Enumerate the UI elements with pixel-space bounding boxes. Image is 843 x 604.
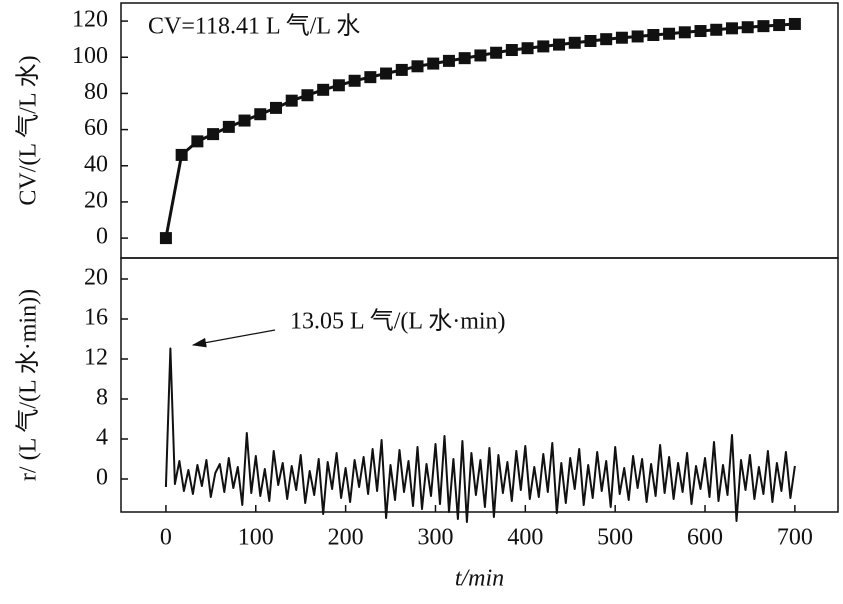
data-marker: [254, 108, 267, 121]
data-marker: [411, 60, 424, 73]
y-tick-label: 8: [96, 385, 108, 411]
x-tick-label: 200: [328, 525, 364, 551]
data-marker: [663, 27, 676, 40]
y-tick-label: 20: [84, 265, 108, 291]
data-marker: [600, 33, 613, 46]
y-tick-label: 12: [84, 345, 108, 371]
data-marker: [584, 34, 597, 47]
data-marker: [505, 44, 518, 57]
y-tick-label: 16: [84, 305, 108, 331]
data-marker: [757, 20, 770, 33]
y-tick-label: 40: [84, 151, 108, 177]
x-tick-label: 0: [160, 525, 172, 551]
data-marker: [710, 23, 723, 36]
data-marker: [301, 89, 314, 102]
data-marker: [725, 22, 738, 35]
data-marker: [678, 26, 691, 39]
data-marker: [694, 25, 707, 38]
data-marker: [364, 71, 377, 84]
data-marker: [773, 19, 786, 32]
y-tick-label: 0: [96, 224, 108, 250]
data-marker: [553, 38, 566, 51]
data-marker: [285, 94, 298, 107]
data-marker: [222, 120, 235, 133]
annotation: 13.05 L 气/(L 水·min): [290, 308, 506, 335]
data-line: [164, 347, 796, 523]
data-marker: [317, 83, 330, 96]
data-marker: [458, 52, 471, 65]
x-tick-label: 300: [417, 525, 453, 551]
data-marker: [741, 21, 754, 34]
annotation-arrow: [191, 329, 276, 348]
data-marker: [631, 30, 644, 43]
data-marker: [647, 29, 660, 42]
y-tick-label: 20: [84, 187, 108, 213]
data-marker: [427, 57, 440, 70]
data-marker: [191, 135, 204, 148]
plot-frame: [120, 257, 839, 513]
data-marker: [474, 49, 487, 62]
y-axis-label: r/ (L 气/(L 水·min)): [15, 289, 42, 481]
data-marker: [159, 232, 172, 245]
annotation: CV=118.41 L 气/L 水: [148, 13, 360, 40]
y-tick-label: 0: [96, 465, 108, 491]
data-marker: [332, 79, 345, 92]
data-marker: [238, 114, 251, 127]
x-tick-label: 500: [597, 525, 633, 551]
data-marker: [395, 63, 408, 76]
x-axis-label: t/min: [455, 566, 504, 592]
data-marker: [521, 42, 534, 55]
y-tick-label: 120: [72, 7, 108, 33]
data-marker: [380, 67, 393, 80]
data-marker: [568, 36, 581, 49]
data-marker: [207, 128, 220, 141]
x-tick-label: 100: [238, 525, 274, 551]
x-tick-label: 600: [687, 525, 723, 551]
data-marker: [175, 148, 188, 161]
data-marker: [269, 101, 282, 114]
y-tick-label: 4: [96, 425, 108, 451]
x-tick-label: 400: [507, 525, 543, 551]
data-marker: [788, 17, 801, 30]
data-marker: [442, 54, 455, 67]
data-marker: [537, 40, 550, 53]
y-tick-label: 80: [84, 79, 108, 105]
y-tick-label: 100: [72, 43, 108, 69]
data-marker: [348, 74, 361, 87]
data-marker: [490, 46, 503, 59]
x-tick-label: 700: [777, 525, 813, 551]
y-tick-label: 60: [84, 115, 108, 141]
y-axis-label: CV/(L 气/L 水): [15, 55, 42, 205]
data-marker: [615, 31, 628, 44]
